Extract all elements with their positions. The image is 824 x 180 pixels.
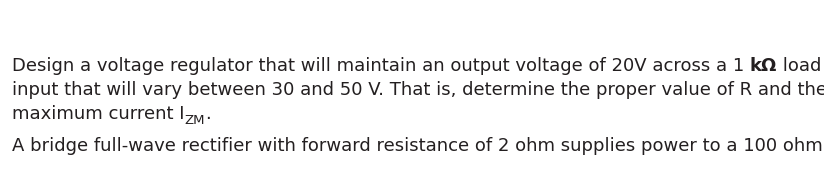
- Text: ZM: ZM: [185, 114, 205, 127]
- Text: input that will vary between 30 and 50 V. That is, determine the proper value of: input that will vary between 30 and 50 V…: [12, 81, 824, 99]
- Text: Design a voltage regulator that will maintain an output voltage of 20V across a : Design a voltage regulator that will mai…: [12, 57, 750, 75]
- Text: kΩ: kΩ: [750, 57, 777, 75]
- Text: A bridge full-wave rectifier with forward resistance of 2 ohm supplies power to : A bridge full-wave rectifier with forwar…: [12, 137, 824, 155]
- Text: maximum current I: maximum current I: [12, 105, 185, 123]
- Text: load with an: load with an: [777, 57, 824, 75]
- Text: .: .: [205, 105, 211, 123]
